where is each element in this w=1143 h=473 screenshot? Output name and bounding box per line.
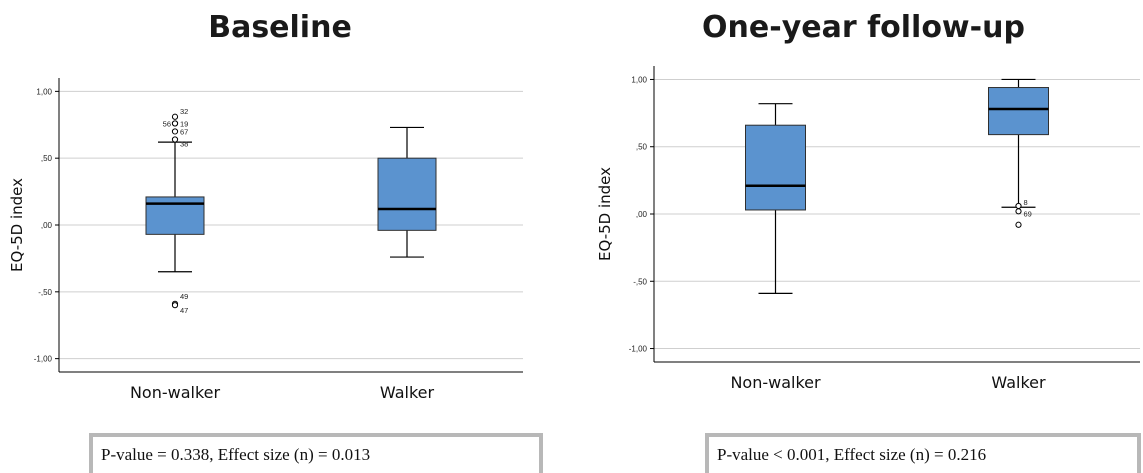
baseline-chart: 1,00 ,50 ,00 -,50 -1,00 EQ-5D index 32 19 56 67 38…: [8, 78, 523, 402]
y-tick-label: -,50: [633, 277, 647, 286]
outlier-point: [171, 120, 179, 127]
y-tick-label: -1,00: [34, 355, 53, 364]
outlier-point: [171, 113, 179, 120]
followup-panel: One-year follow-up 1,00 ,50 ,00 -,50 -1,00 EQ…: [584, 0, 1143, 473]
stats-annotation: P-value = 0.338, Effect size (n) = 0.013: [89, 433, 543, 473]
x-category-label: Non-walker: [130, 383, 221, 402]
y-tick-label: ,00: [41, 221, 53, 230]
box-iqr: [745, 124, 806, 211]
chart-title: Baseline: [208, 10, 352, 45]
outlier-label: 47: [180, 306, 188, 315]
chart-title: One-year follow-up: [702, 10, 1025, 45]
outlier-point: [171, 302, 179, 309]
outlier-point: [1015, 208, 1022, 215]
y-tick-label: ,50: [41, 154, 53, 163]
outlier-label: 49: [180, 292, 188, 301]
y-tick-label: 1,00: [631, 75, 647, 84]
baseline-panel: Baseline 1,00 ,50 ,00 -,50 -1,00 EQ-5D index 3…: [0, 0, 560, 473]
outlier-point: [1015, 202, 1022, 210]
outlier-label: 69: [1024, 209, 1032, 218]
box-iqr: [988, 87, 1049, 136]
x-category-label: Non-walker: [730, 373, 821, 392]
followup-chart: 1,00 ,50 ,00 -,50 -1,00 EQ-5D index Non-walker…: [596, 66, 1140, 392]
box-iqr: [377, 157, 437, 231]
outlier-label: 19: [180, 119, 188, 128]
outlier-point: [171, 136, 179, 143]
y-tick-label: 1,00: [36, 87, 52, 96]
y-axis-label: EQ-5D index: [596, 167, 614, 261]
y-tick-label: ,00: [636, 210, 648, 219]
y-tick-label: -1,00: [629, 345, 648, 354]
outlier-label: 56: [163, 119, 171, 128]
x-category-label: Walker: [380, 383, 435, 402]
outlier-label: 67: [180, 127, 188, 136]
y-tick-label: ,50: [636, 143, 648, 152]
outlier-label: 8: [1024, 198, 1028, 207]
y-tick-label: -,50: [38, 288, 52, 297]
outlier-point: [1015, 221, 1022, 228]
outlier-point: [171, 128, 179, 135]
x-category-label: Walker: [991, 373, 1046, 392]
outlier-label: 38: [180, 139, 188, 148]
outlier-label: 32: [180, 107, 188, 116]
y-axis-label: EQ-5D index: [8, 178, 26, 272]
stats-annotation: P-value < 0.001, Effect size (n) = 0.216: [705, 433, 1141, 473]
